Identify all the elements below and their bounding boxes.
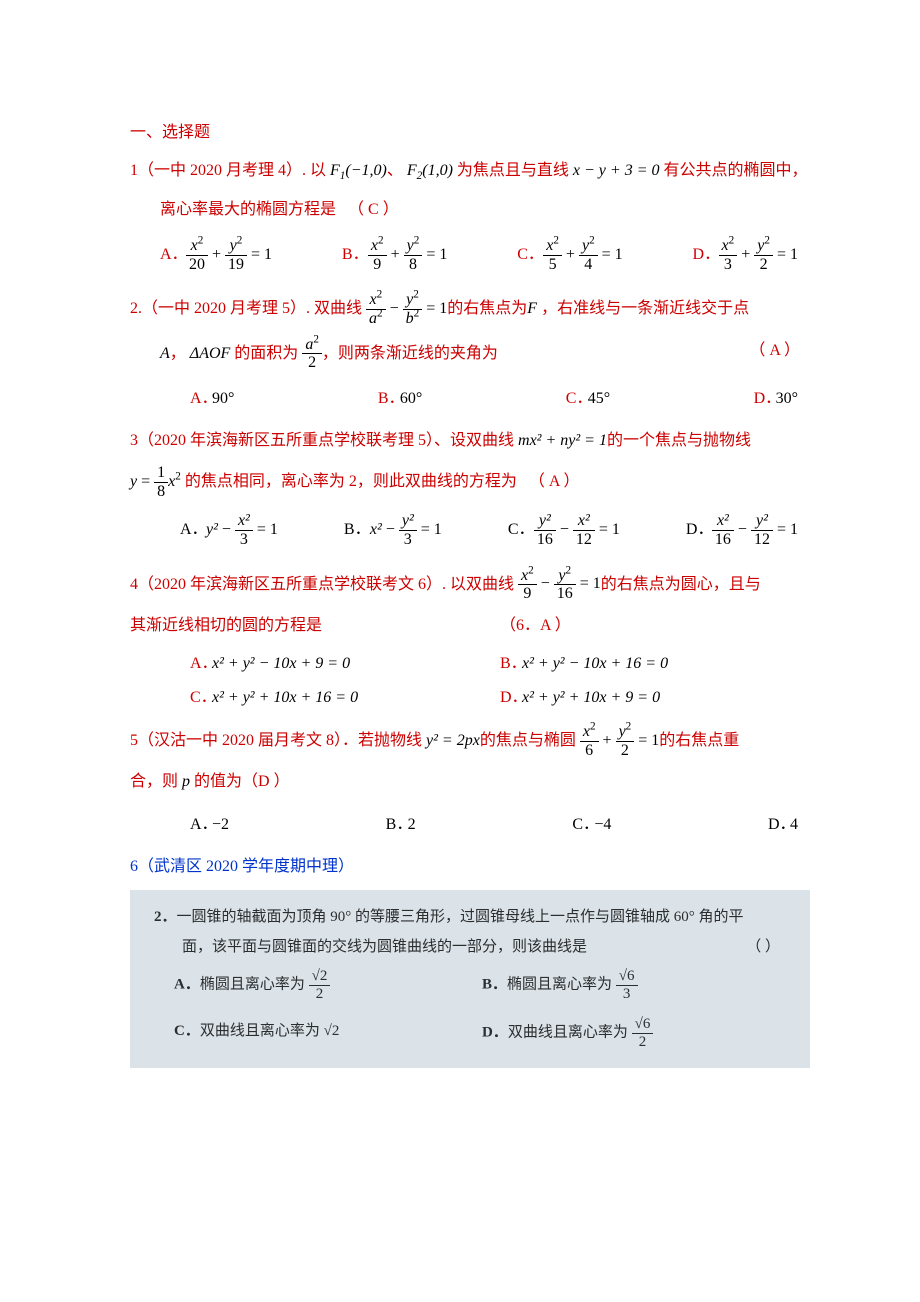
q5-mid: 的焦点与椭圆 [480, 732, 576, 749]
q1-mid1: 、 [387, 162, 403, 179]
q2-area-label: 的面积为 [234, 344, 298, 361]
q4-answer: （6．A ） [500, 617, 571, 634]
q3-tail1: 的一个焦点与抛物线 [607, 432, 751, 449]
q5-ellipse: x26 + y22 = 1 [580, 732, 659, 749]
q5-optC: C．−4 [572, 810, 611, 834]
q5-tail: 的右焦点重 [659, 732, 739, 749]
q2-comma: ， [170, 344, 186, 361]
q1-f2: F2(1,0) [407, 162, 453, 179]
q2-prefix: 2.（一中 2020 月考理 5）. 双曲线 [130, 300, 362, 317]
q3-parab: y = 18x2 [130, 473, 181, 490]
q1-f1: F1(−1,0) [330, 162, 387, 179]
q2-tri: ΔAOF [190, 344, 231, 361]
q4-line1: 4（2020 年滨海新区五所重点学校联考文 6）. 以双曲线 x29 − y21… [130, 567, 810, 603]
q3-answer: （ A ） [529, 473, 580, 490]
q1-tail: 有公共点的椭圆中， [664, 162, 808, 179]
q1-optD: D． x23 + y22 = 1 [693, 237, 798, 273]
q5-line2b: 的值为（D ） [194, 773, 290, 790]
q1-optA: A． x220 + y219 = 1 [160, 237, 272, 273]
q2-optB: B．60° [378, 384, 422, 408]
q2-line2: A， ΔAOF 的面积为 a22，则两条渐近线的夹角为 （ A ） [130, 336, 810, 372]
q2-optD: D．30° [754, 384, 798, 408]
q5-p: p [182, 773, 190, 790]
q6-optA: A．椭圆且离心率为 √22 [174, 968, 482, 1002]
q3-optB: B． x² − y²3 = 1 [344, 512, 442, 548]
q2-line1: 2.（一中 2020 月考理 5）. 双曲线 x2a2 − y2b2 = 1的右… [130, 291, 810, 327]
q2-optA: A．90° [190, 384, 234, 408]
page: 一、选择题 1（一中 2020 月考理 4）. 以 F1(−1,0)、 F2(1… [0, 0, 920, 1114]
q2-F: F [527, 300, 537, 317]
q3-options: A． y² − x²3 = 1 B． x² − y²3 = 1 C． y²16 … [180, 512, 810, 548]
q6-photo-line2: 面，该平面与圆锥面的交线为圆锥曲线的一部分，则该曲线是 （ ） [182, 932, 790, 962]
q5-line2: 合，则 p 的值为（D ） [130, 767, 810, 797]
q2-optC: C．45° [566, 384, 610, 408]
q3-eq1: mx² + ny² = 1 [518, 432, 607, 449]
q5-options: A．−2 B．2 C．−4 D．4 [190, 810, 810, 834]
q4-optC: C．x² + y² + 10x + 16 = 0 [190, 683, 500, 707]
q4-optD: D．x² + y² + 10x + 9 = 0 [500, 683, 810, 707]
q4-optB: B．x² + y² − 10x + 16 = 0 [500, 649, 810, 673]
q2-hyp: x2a2 − y2b2 = 1 [366, 300, 447, 317]
q6-photo-paren: （ ） [746, 932, 780, 962]
q3-line1: 3（2020 年滨海新区五所重点学校联考理 5）、设双曲线 mx² + ny² … [130, 426, 810, 456]
q4-hyp: x29 − y216 = 1 [518, 575, 601, 592]
q3-prefix: 3（2020 年滨海新区五所重点学校联考理 5）、设双曲线 [130, 432, 514, 449]
q6-photo-num: 2． [154, 909, 177, 925]
q6-prefix: 6（武清区 2020 学年度期中理） [130, 852, 810, 882]
q1-optB: B． x29 + y28 = 1 [342, 237, 447, 273]
q2-A: A [160, 344, 170, 361]
q4-line2: 其渐近线相切的圆的方程是 （6．A ） [130, 611, 810, 641]
q6-photo-l2: 面，该平面与圆锥面的交线为圆锥曲线的一部分，则该曲线是 [182, 939, 587, 955]
q5-optB: B．2 [386, 810, 416, 834]
q2-tail: ，则两条渐近线的夹角为 [322, 344, 498, 361]
q6-optC: C．双曲线且离心率为 √2 [174, 1016, 482, 1050]
q1-answer: （ C ） [348, 195, 399, 225]
q5-line2a: 合，则 [130, 773, 178, 790]
q5-optD: D．4 [768, 810, 798, 834]
q2-mid2: ，右准线与一条渐近线交于点 [541, 300, 749, 317]
q5-line1: 5（汉沽一中 2020 届月考文 8）．若抛物线 y² = 2px的焦点与椭圆 … [130, 723, 810, 759]
q4-line2a: 其渐近线相切的圆的方程是 [130, 617, 322, 634]
q6-photo: 2．一圆锥的轴截面为顶角 90° 的等腰三角形，过圆锥母线上一点作与圆锥轴成 6… [130, 890, 810, 1068]
q3-optD: D． x²16 − y²12 = 1 [686, 512, 798, 548]
q1-line2: 离心率最大的椭圆方程是 （ C ） [130, 195, 810, 225]
q3-line2: y = 18x2 的焦点相同，离心率为 2，则此双曲线的方程为 （ A ） [130, 464, 810, 500]
q3-optC: C． y²16 − x²12 = 1 [508, 512, 620, 548]
q1-line2-text: 离心率最大的椭圆方程是 [160, 201, 336, 218]
q6-photo-l1: 一圆锥的轴截面为顶角 90° 的等腰三角形，过圆锥母线上一点作与圆锥轴成 60°… [177, 909, 744, 925]
q6-optD: D．双曲线且离心率为 √62 [482, 1016, 790, 1050]
q2-mid: 的右焦点为 [447, 300, 527, 317]
q4-prefix: 4（2020 年滨海新区五所重点学校联考文 6）. 以双曲线 [130, 575, 514, 592]
q1-mid2: 为焦点且与直线 [457, 162, 569, 179]
q6-photo-line1: 2．一圆锥的轴截面为顶角 90° 的等腰三角形，过圆锥母线上一点作与圆锥轴成 6… [154, 902, 790, 932]
q2-area: a22 [302, 344, 322, 361]
q3-optA: A． y² − x²3 = 1 [180, 512, 278, 548]
q1-line1: 1（一中 2020 月考理 4）. 以 F1(−1,0)、 F2(1,0) 为焦… [130, 156, 810, 186]
section-title: 一、选择题 [130, 118, 810, 148]
q1-prefix: 1（一中 2020 月考理 4）. 以 [130, 162, 326, 179]
q1-options: A． x220 + y219 = 1 B． x29 + y28 = 1 C． x… [160, 237, 810, 273]
q2-answer: （ A ） [749, 336, 800, 366]
q6-optB: B．椭圆且离心率为 √63 [482, 968, 790, 1002]
q5-parab: y² = 2px [426, 732, 480, 749]
q2-options: A．90° B．60° C．45° D．30° [190, 384, 810, 408]
q6-options: A．椭圆且离心率为 √22 B．椭圆且离心率为 √63 C．双曲线且离心率为 √… [174, 968, 790, 1050]
q4-optA: A．x² + y² − 10x + 9 = 0 [190, 649, 500, 673]
q4-options: A．x² + y² − 10x + 9 = 0 B．x² + y² − 10x … [190, 649, 810, 707]
q1-optC: C． x25 + y24 = 1 [517, 237, 622, 273]
q3-line2-text: 的焦点相同，离心率为 2，则此双曲线的方程为 [185, 473, 517, 490]
q4-tail: 的右焦点为圆心，且与 [601, 575, 761, 592]
q5-prefix: 5（汉沽一中 2020 届月考文 8）．若抛物线 [130, 732, 422, 749]
q5-optA: A．−2 [190, 810, 229, 834]
q1-eqline: x − y + 3 = 0 [573, 162, 660, 179]
